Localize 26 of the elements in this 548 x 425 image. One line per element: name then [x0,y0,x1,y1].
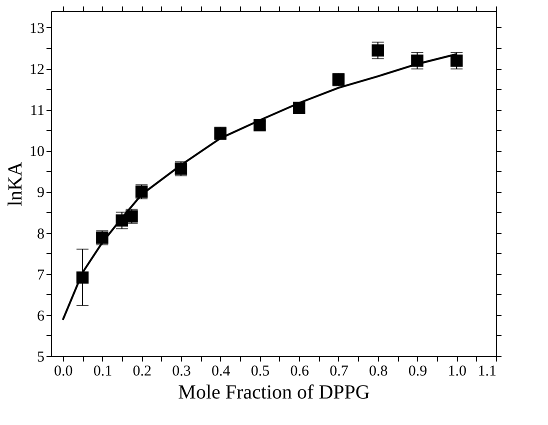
y-tick-label: 6 [37,308,45,324]
x-axis-title: Mole Fraction of DPPG [178,382,370,404]
y-tick-label: 7 [37,267,45,284]
y-axis-title: lnKA [4,161,26,206]
x-tick-label: 0.6 [290,364,310,380]
y-tick-label: 13 [30,20,44,37]
x-tick-label: 0.2 [132,364,152,380]
y-tick-label: 9 [37,185,44,202]
y-tick-label: 11 [30,103,44,120]
x-tick-label: 0.4 [211,364,231,380]
x-tick-label: 0.1 [93,364,112,380]
point [372,44,384,57]
x-tick-label: 0.7 [330,364,349,380]
y-tick-label: 8 [37,226,44,242]
y-tick-label: 12 [30,62,44,78]
point [254,119,266,132]
x-tick-label: 0.3 [172,364,191,380]
point [450,54,463,67]
x-tick-label: 0.9 [408,364,428,380]
x-tick-label: 0.8 [368,364,388,380]
x-tick-label: 1.0 [448,364,466,380]
y-tick-label: 5 [37,350,44,366]
x-tick-label: 0.5 [250,364,270,380]
x-tick-label: 1.1 [478,364,496,380]
x-tick-label: 0.0 [54,364,73,380]
y-tick-label: 10 [30,144,44,160]
